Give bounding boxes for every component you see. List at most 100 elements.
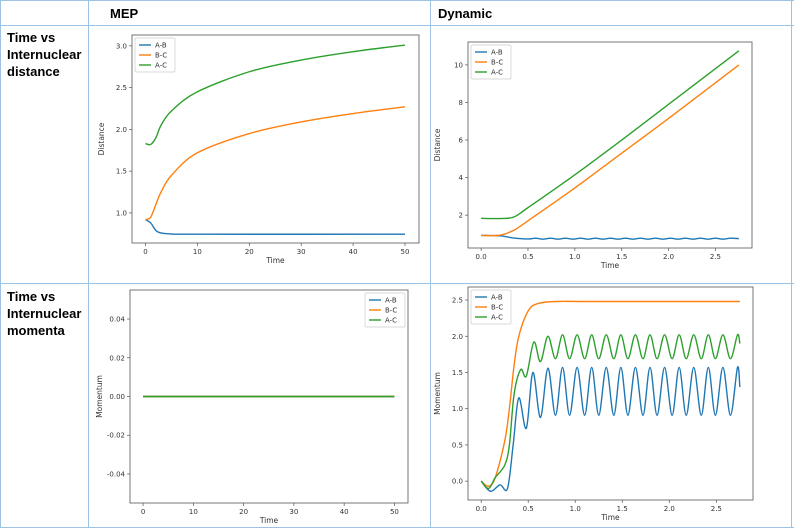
legend: A-B B-C A-C: [470, 44, 512, 80]
y-tick-label: 0.0: [452, 478, 463, 486]
x-tick-label: 10: [193, 248, 202, 256]
legend-label-a-c: A-C: [491, 69, 503, 77]
series-line-a-c: [145, 44, 406, 146]
legend-label-a-c: A-C: [155, 62, 167, 70]
y-tick-label: 2: [459, 212, 463, 220]
x-tick-label: 2.5: [710, 253, 721, 261]
plot-frame: [467, 286, 754, 501]
x-tick-label: 2.0: [663, 253, 674, 261]
header-dynamic: Dynamic: [438, 6, 493, 21]
x-axis-label: Time: [265, 256, 285, 265]
x-tick-label: 0: [141, 508, 145, 516]
x-tick-label: 0: [143, 248, 147, 256]
x-tick-label: 20: [239, 508, 248, 516]
y-tick-label: -0.02: [107, 432, 125, 440]
x-tick-label: 1.0: [570, 505, 581, 513]
legend-label-b-c: B-C: [155, 52, 167, 60]
legend-label-a-c: A-C: [491, 314, 503, 322]
x-tick-label: 30: [289, 508, 298, 516]
legend-label-a-b: A-B: [491, 49, 503, 57]
legend: A-B B-C A-C: [364, 292, 406, 328]
row-label-momenta: Time vs Internuclear momenta: [7, 289, 82, 338]
legend-label-a-b: A-B: [155, 42, 167, 50]
y-tick-label: 6: [459, 137, 464, 145]
y-tick-label: 2.0: [116, 126, 127, 134]
x-tick-label: 1.5: [617, 505, 628, 513]
series-line-a-b: [480, 366, 741, 493]
x-tick-label: 40: [349, 248, 358, 256]
x-tick-label: 0.0: [476, 253, 487, 261]
table-border-header: [0, 25, 794, 26]
chart-mep-momentum: 0 10 20 30 40 50 -0.04 -0.02 0.00 0.02 0.04 Time Mom…: [95, 289, 409, 525]
legend: A-B B-C A-C: [134, 37, 176, 73]
x-tick-label: 0.5: [522, 253, 533, 261]
legend-box: [470, 289, 512, 325]
y-tick-label: 1.0: [452, 405, 463, 413]
x-tick-label: 10: [189, 508, 198, 516]
x-tick-label: 1.0: [569, 253, 580, 261]
legend-box: [364, 292, 406, 328]
y-tick-label: 0.02: [109, 354, 125, 362]
table-border-row1: [0, 283, 794, 284]
y-tick-label: 4: [459, 174, 464, 182]
y-tick-label: 0.00: [109, 393, 125, 401]
x-axis-label: Time: [600, 513, 620, 522]
y-tick-label: 1.0: [116, 209, 127, 217]
chart-dynamic-distance: 0.0 0.5 1.0 1.5 2.0 2.5 2 4 6 8 10 Time Distance A-B B…: [433, 41, 753, 270]
legend-label-b-c: B-C: [491, 59, 503, 67]
table-border-col1: [88, 0, 89, 528]
legend-label-a-b: A-B: [385, 297, 397, 305]
x-tick-label: 2.0: [664, 505, 675, 513]
series-line-b-c: [481, 64, 740, 237]
legend-label-a-b: A-B: [491, 294, 503, 302]
table-border-bottom: [0, 527, 794, 528]
series-line-a-b: [145, 219, 405, 235]
x-tick-label: 40: [340, 508, 349, 516]
legend-box: [470, 44, 512, 80]
series-line-a-b: [481, 234, 739, 240]
y-axis-label: Distance: [97, 122, 106, 155]
y-tick-label: 1.5: [116, 168, 127, 176]
x-tick-label: 0.0: [476, 505, 487, 513]
y-tick-label: 8: [459, 99, 463, 107]
series-line-b-c: [145, 106, 406, 221]
x-tick-label: 50: [401, 248, 410, 256]
plot-frame: [131, 34, 420, 244]
y-tick-label: 10: [454, 61, 463, 69]
y-tick-label: 0.04: [109, 316, 125, 324]
y-tick-label: 2.5: [452, 297, 463, 305]
x-tick-label: 0.5: [523, 505, 534, 513]
y-tick-label: 0.5: [452, 441, 463, 449]
y-axis-label: Distance: [433, 128, 442, 161]
y-tick-label: -0.04: [107, 470, 126, 478]
x-tick-label: 2.5: [711, 505, 722, 513]
legend-label-b-c: B-C: [491, 304, 503, 312]
x-tick-label: 30: [297, 248, 306, 256]
header-mep: MEP: [110, 6, 139, 21]
table-border-left: [0, 0, 1, 528]
plot-frame: [467, 41, 753, 249]
legend-box: [134, 37, 176, 73]
legend: A-B B-C A-C: [470, 289, 512, 325]
x-tick-label: 1.5: [616, 253, 627, 261]
x-axis-label: Time: [600, 261, 620, 270]
y-tick-label: 1.5: [452, 369, 463, 377]
chart-dynamic-momentum: 0.0 0.5 1.0 1.5 2.0 2.5 0.0 0.5 1.0 1.5 2.0 2.5 Time…: [433, 286, 754, 522]
row-label-distance: Time vs Internuclear distance: [7, 30, 82, 79]
x-tick-label: 20: [245, 248, 254, 256]
series-line-a-c: [481, 50, 740, 220]
y-axis-label: Momentum: [95, 375, 104, 418]
y-tick-label: 2.5: [116, 84, 127, 92]
legend-label-a-c: A-C: [385, 317, 397, 325]
x-axis-label: Time: [259, 516, 279, 525]
x-tick-label: 50: [390, 508, 399, 516]
table-border-right: [791, 0, 792, 528]
y-axis-label: Momentum: [433, 372, 442, 415]
legend-label-b-c: B-C: [385, 307, 397, 315]
table-border-top: [0, 0, 794, 1]
table-border-col2: [430, 0, 431, 528]
y-tick-label: 2.0: [452, 333, 463, 341]
y-tick-label: 3.0: [116, 42, 127, 50]
chart-mep-distance: 0 10 20 30 40 50 1.0 1.5 2.0 2.5 3.0 Time Distance A-…: [97, 34, 420, 265]
series-line-a-c: [480, 333, 741, 490]
